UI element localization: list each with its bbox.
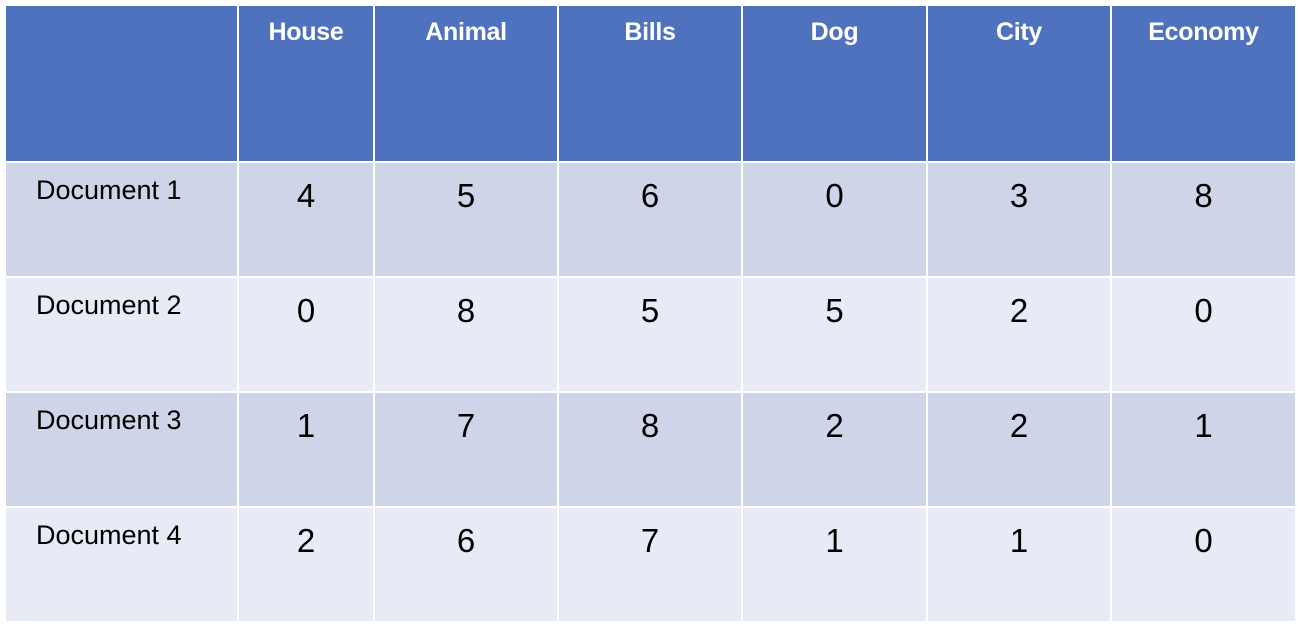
row-label: Document 2 — [4, 276, 239, 393]
column-header-city: City — [926, 4, 1112, 163]
row-label: Document 1 — [4, 161, 239, 278]
table-cell: 2 — [926, 276, 1112, 393]
table-cell: 1 — [926, 506, 1112, 623]
table-cell: 8 — [1110, 161, 1297, 278]
table-cell: 1 — [237, 391, 375, 508]
table-cell: 6 — [557, 161, 743, 278]
table-cell: 0 — [1110, 276, 1297, 393]
column-header-dog: Dog — [741, 4, 928, 163]
table-cell: 2 — [926, 391, 1112, 508]
table-cell: 7 — [373, 391, 559, 508]
table-cell: 4 — [237, 161, 375, 278]
table-cell: 0 — [1110, 506, 1297, 623]
table-row: Document 4 2 6 7 1 1 0 — [4, 506, 1297, 623]
table-cell: 0 — [741, 161, 928, 278]
row-label: Document 3 — [4, 391, 239, 508]
corner-cell — [4, 4, 239, 163]
table-cell: 1 — [1110, 391, 1297, 508]
table-cell: 8 — [557, 391, 743, 508]
table-cell: 5 — [557, 276, 743, 393]
column-header-economy: Economy — [1110, 4, 1297, 163]
header-row: House Animal Bills Dog City Economy — [4, 4, 1297, 163]
table-cell: 8 — [373, 276, 559, 393]
table-cell: 1 — [741, 506, 928, 623]
table-cell: 3 — [926, 161, 1112, 278]
column-header-house: House — [237, 4, 375, 163]
column-header-animal: Animal — [373, 4, 559, 163]
table-cell: 0 — [237, 276, 375, 393]
row-label: Document 4 — [4, 506, 239, 623]
table-cell: 2 — [741, 391, 928, 508]
table-cell: 5 — [741, 276, 928, 393]
column-header-bills: Bills — [557, 4, 743, 163]
table-cell: 2 — [237, 506, 375, 623]
table-row: Document 2 0 8 5 5 2 0 — [4, 276, 1297, 393]
table-cell: 5 — [373, 161, 559, 278]
table-cell: 7 — [557, 506, 743, 623]
document-term-matrix: House Animal Bills Dog City Economy Docu… — [4, 4, 1297, 623]
table-row: Document 3 1 7 8 2 2 1 — [4, 391, 1297, 508]
table-cell: 6 — [373, 506, 559, 623]
table-row: Document 1 4 5 6 0 3 8 — [4, 161, 1297, 278]
